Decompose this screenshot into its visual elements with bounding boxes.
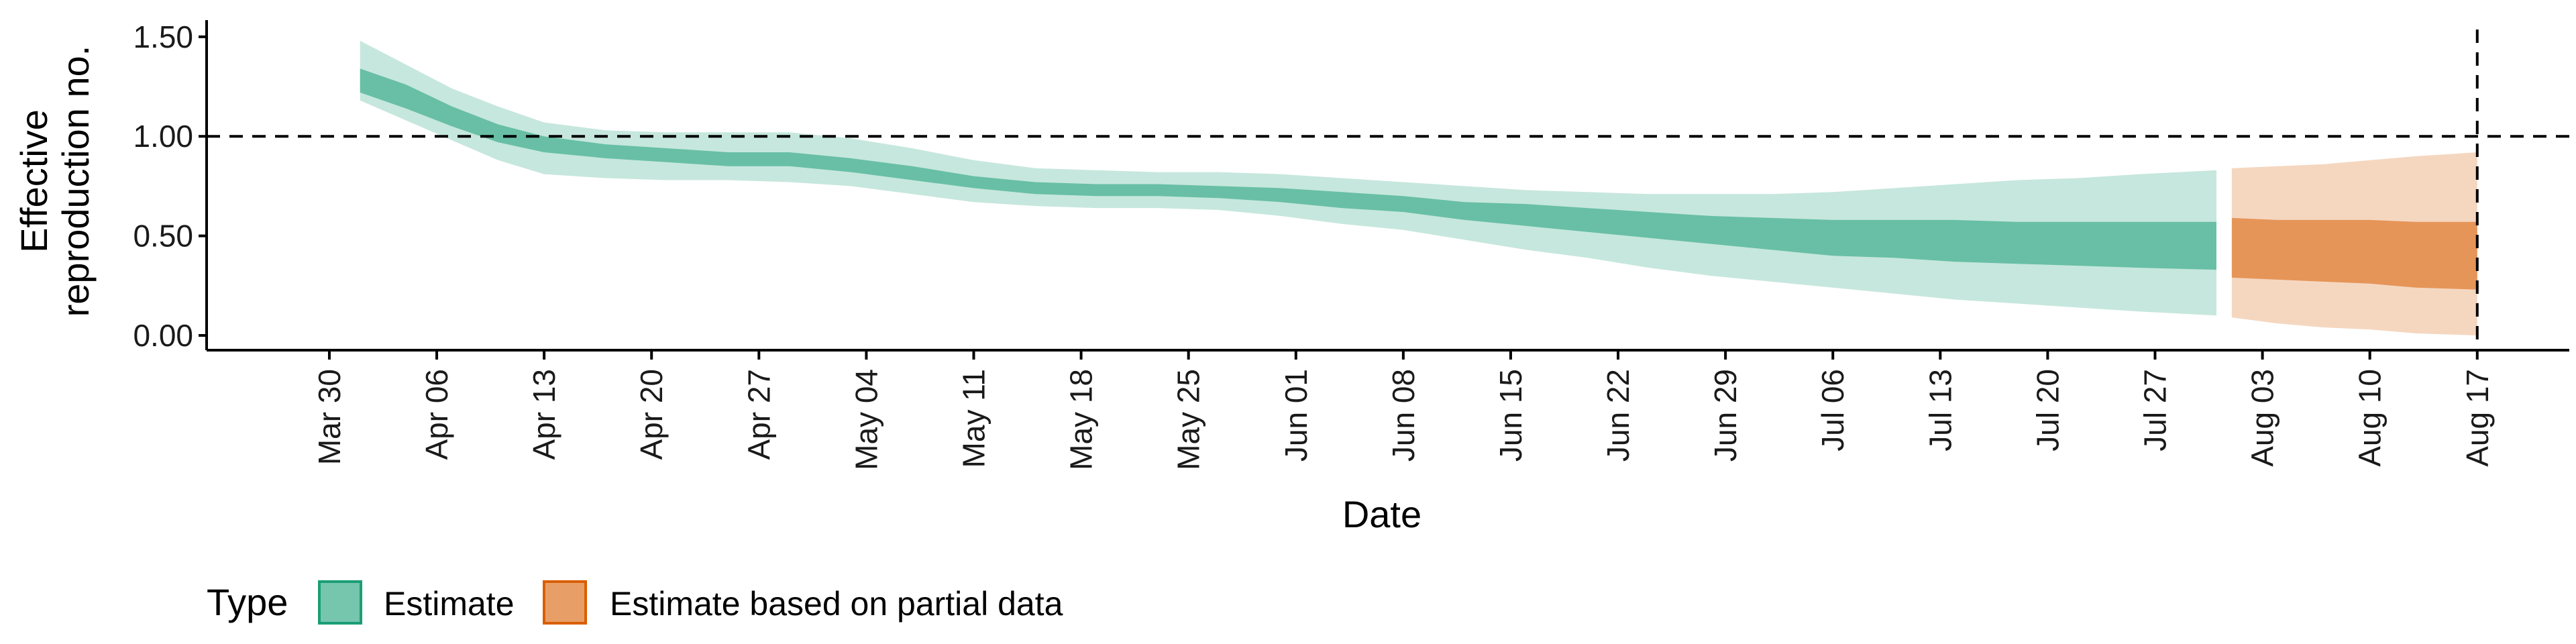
legend: Type Estimate Estimate based on partial … [207, 580, 1063, 625]
x-tick-label: Jul 27 [2138, 369, 2173, 451]
legend-label-partial: Estimate based on partial data [610, 585, 1063, 623]
x-tick-label: May 25 [1171, 369, 1206, 470]
legend-title: Type [207, 581, 288, 623]
x-tick-label: Aug 10 [2353, 369, 2387, 467]
x-tick-label: May 18 [1064, 369, 1099, 470]
x-tick-label: Mar 30 [312, 369, 347, 465]
y-axis-title: Effective reproduction no. [13, 46, 97, 317]
x-tick-label: Jul 20 [2030, 369, 2065, 451]
y-tick-label: 1.00 [133, 119, 193, 154]
ribbon-90-estimate [360, 40, 2217, 316]
x-tick-label: Jul 06 [1815, 369, 1850, 451]
x-tick-label: Apr 27 [741, 369, 776, 460]
x-tick-label: Apr 13 [527, 369, 561, 460]
x-axis-title: Date [1342, 493, 1421, 535]
y-tick-label: 0.00 [133, 318, 193, 353]
ribbon-50-estimate [360, 68, 2217, 270]
x-tick-label: Apr 20 [634, 369, 669, 460]
ribbon-layer [360, 40, 2477, 335]
x-tick-label: Jul 13 [1923, 369, 1957, 451]
axes: 0.00 0.50 1.00 1.50 Mar 30 Apr 06 Apr 13 Apr 20… [133, 19, 2569, 470]
x-tick-label: Apr 06 [419, 369, 454, 460]
legend-label-estimate: Estimate [384, 585, 515, 623]
reference-lines [207, 30, 2569, 350]
x-tick-label: May 04 [849, 369, 883, 470]
x-tick-label: Jun 29 [1708, 369, 1743, 462]
x-tick-label: Aug 17 [2460, 369, 2495, 467]
x-tick-label: Jun 22 [1601, 369, 1635, 462]
legend-swatch-estimate [318, 580, 362, 625]
ribbon-50-partial [2231, 217, 2477, 290]
x-tick-label: Jun 15 [1493, 369, 1528, 462]
legend-swatch-partial [543, 580, 587, 625]
x-tick-label: Jun 08 [1386, 369, 1421, 462]
y-axis-title-line-2: reproduction no. [54, 46, 97, 317]
x-tick-label: Aug 03 [2245, 369, 2280, 467]
x-tick-label: Jun 01 [1279, 369, 1313, 462]
x-tick-label: May 11 [957, 369, 991, 468]
y-axis-title-line-1: Effective [13, 109, 55, 253]
y-tick-label: 0.50 [133, 219, 193, 254]
y-tick-label: 1.50 [133, 19, 193, 54]
